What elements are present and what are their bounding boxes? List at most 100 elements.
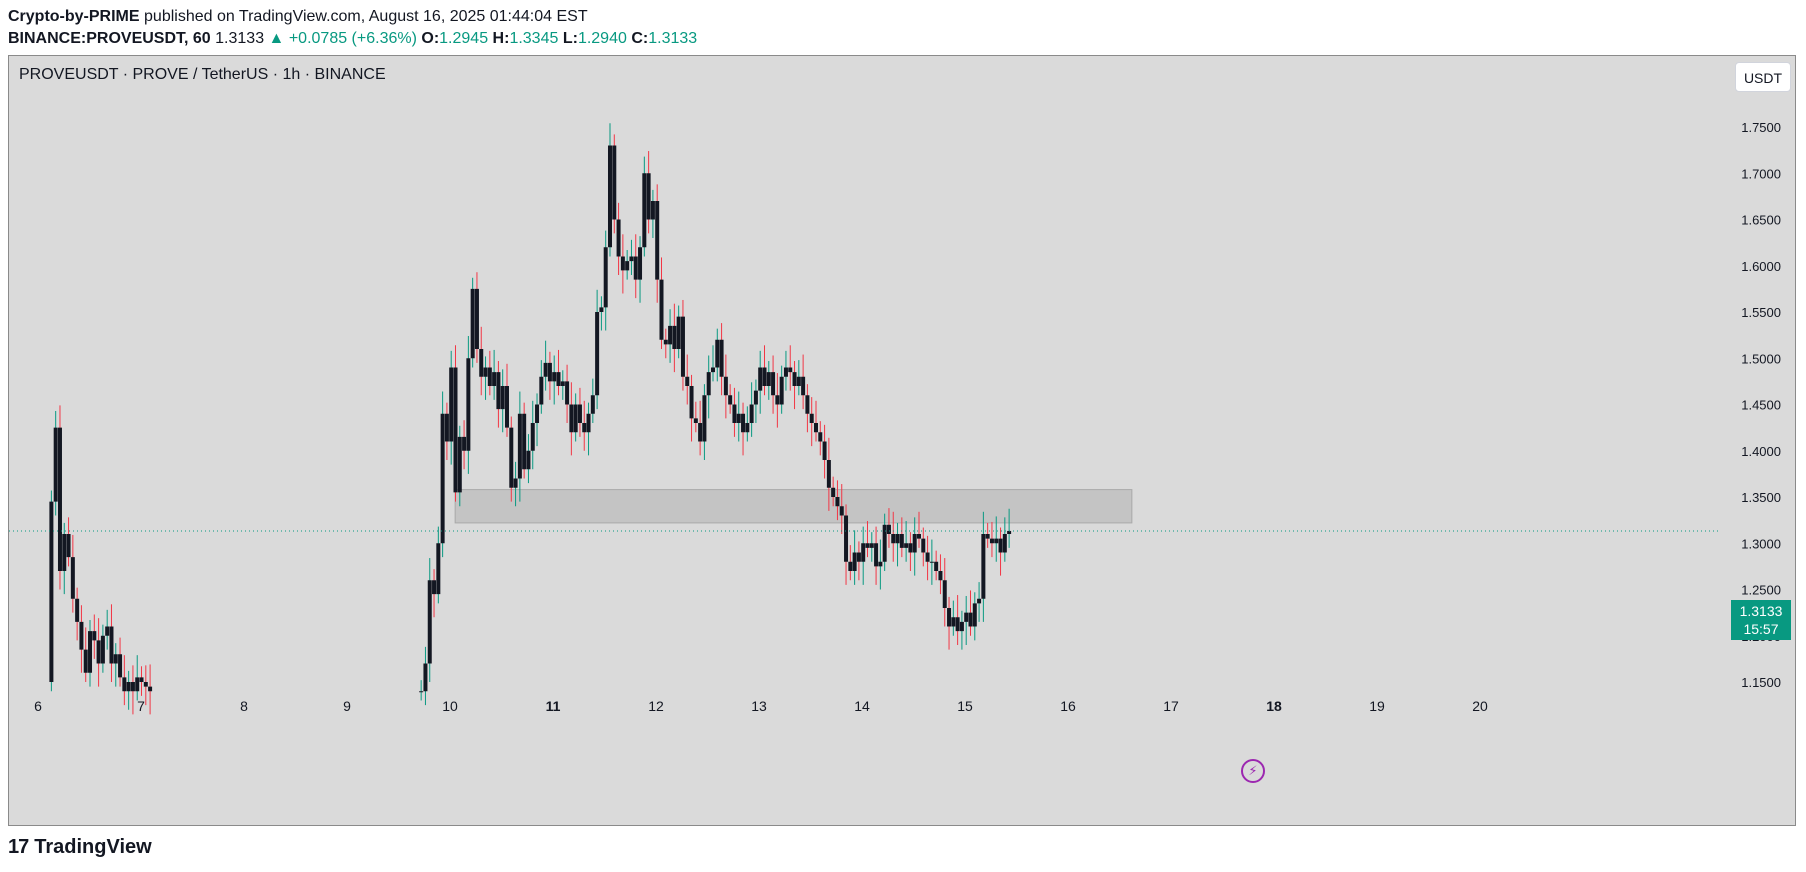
symbol-label: BINANCE:PROVEUSDT, 60	[8, 30, 211, 47]
candle-body	[126, 682, 131, 692]
candle-body	[57, 427, 62, 571]
x-tick-label: 17	[1163, 698, 1179, 714]
candle-body	[419, 691, 424, 693]
candle-body	[710, 367, 715, 373]
candle-body	[1002, 534, 1007, 553]
candle-body	[985, 534, 990, 539]
candle-body	[895, 534, 900, 544]
bar-countdown: 15:57	[1743, 621, 1779, 637]
candle-body	[792, 372, 797, 386]
candle-body	[783, 367, 788, 377]
candle-body	[680, 316, 685, 377]
last-price: 1.3133	[215, 30, 265, 47]
candle-body	[513, 478, 518, 488]
candle-body	[130, 682, 135, 692]
candle-body	[79, 621, 84, 650]
candle-body	[865, 543, 870, 548]
candle-body	[874, 543, 879, 567]
candle-body	[989, 538, 994, 544]
candle-body	[655, 201, 660, 280]
candle-body	[539, 376, 544, 405]
candle-body	[595, 312, 600, 396]
candle-body	[139, 677, 144, 682]
y-tick-label: 1.4000	[1741, 444, 1781, 459]
candle-body	[921, 538, 926, 553]
candle-body	[994, 538, 999, 544]
candle-body	[951, 617, 956, 627]
y-tick-label: 1.1500	[1741, 675, 1781, 690]
publish-line: Crypto-by-PRIME published on TradingView…	[8, 6, 697, 28]
x-tick-label: 9	[343, 698, 351, 714]
chart-title: PROVEUSDT · PROVE / TetherUS · 1h · BINA…	[19, 66, 386, 83]
candle-body	[135, 677, 140, 692]
brand-name[interactable]: TradingView	[34, 836, 152, 858]
candle-body	[470, 288, 475, 359]
y-tick-label: 1.6500	[1741, 213, 1781, 228]
candle-body	[878, 561, 883, 567]
candle-body	[676, 316, 681, 349]
candle-body	[856, 552, 861, 562]
y-tick-label: 1.6000	[1741, 259, 1781, 274]
candle-body	[749, 404, 754, 423]
flash-icon[interactable]: ⚡	[1241, 759, 1265, 783]
footer: 17 TradingView	[8, 836, 152, 859]
candle-body	[869, 543, 874, 548]
candle-body	[118, 654, 123, 678]
candle-body	[702, 395, 707, 442]
open-value: 1.2945	[439, 30, 489, 47]
candle-body	[83, 649, 88, 673]
candle-body	[916, 534, 921, 539]
candle-body	[899, 534, 904, 548]
tradingview-logo-icon[interactable]: 17	[8, 836, 29, 858]
y-tick-label: 1.5000	[1741, 351, 1781, 366]
candle-body	[582, 423, 587, 433]
candle-body	[736, 413, 741, 423]
candle-body	[590, 395, 595, 414]
candle-body	[981, 534, 986, 599]
candle-body	[835, 497, 840, 507]
x-tick-label: 11	[546, 698, 561, 714]
chart-header: Crypto-by-PRIME published on TradingView…	[8, 6, 697, 50]
x-tick-label: 10	[442, 698, 458, 714]
candle-body	[487, 367, 492, 386]
candle-body	[556, 372, 561, 386]
candle-body	[741, 413, 746, 433]
candle-body	[779, 376, 784, 405]
candle-body	[745, 423, 750, 433]
candlestick-chart[interactable]: 1.15001.20001.25001.30001.35001.40001.45…	[9, 56, 1795, 825]
candle-body	[972, 603, 977, 627]
candle-body	[492, 372, 497, 386]
candle-body	[100, 635, 105, 664]
candle-body	[599, 307, 604, 312]
x-tick-label: 8	[240, 698, 248, 714]
x-tick-label: 19	[1369, 698, 1385, 714]
candle-body	[105, 626, 110, 636]
y-tick-label: 1.3500	[1741, 490, 1781, 505]
y-tick-label: 1.4500	[1741, 398, 1781, 413]
author-name[interactable]: Crypto-by-PRIME	[8, 8, 140, 25]
candle-body	[805, 395, 810, 414]
candle-body	[732, 404, 737, 423]
x-tick-label: 6	[34, 698, 42, 714]
chart-frame[interactable]: 1.15001.20001.25001.30001.35001.40001.45…	[8, 55, 1796, 826]
candle-body	[947, 608, 952, 627]
candle-body	[689, 386, 694, 419]
candle-body	[813, 423, 818, 433]
candle-body	[650, 201, 655, 220]
candle-body	[453, 367, 458, 493]
x-tick-label: 20	[1472, 698, 1488, 714]
candle-body	[839, 506, 844, 516]
candle-body	[423, 663, 428, 692]
candle-body	[444, 413, 449, 442]
y-tick-label: 1.7500	[1741, 120, 1781, 135]
candle-body	[685, 376, 690, 386]
candle-body	[543, 362, 548, 377]
x-tick-label: 16	[1060, 698, 1076, 714]
candle-body	[148, 686, 153, 692]
candle-body	[968, 612, 973, 627]
candle-body	[728, 395, 733, 405]
currency-button[interactable]: USDT	[1735, 62, 1791, 92]
candle-body	[449, 367, 454, 442]
candle-body	[522, 413, 527, 470]
candle-body	[908, 543, 913, 553]
